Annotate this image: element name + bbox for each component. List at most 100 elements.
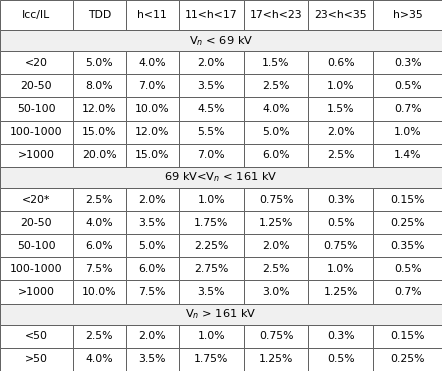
Text: 3.5%: 3.5% [198, 81, 225, 91]
Bar [0, 51, 72, 74]
Bar [0, 121, 72, 144]
Text: 7.5%: 7.5% [85, 264, 113, 274]
Text: 0.75%: 0.75% [259, 194, 293, 204]
Bar [309, 234, 373, 257]
Text: 6.0%: 6.0% [138, 264, 166, 274]
Bar [179, 257, 244, 280]
Bar [309, 211, 373, 234]
Bar [373, 98, 442, 121]
Text: 4.0%: 4.0% [85, 218, 113, 228]
Bar [179, 211, 244, 234]
Bar [179, 144, 244, 167]
Bar [126, 211, 179, 234]
Text: 0.6%: 0.6% [327, 58, 354, 68]
Bar [309, 325, 373, 348]
Text: 1.4%: 1.4% [394, 150, 421, 160]
Text: 1.5%: 1.5% [327, 104, 354, 114]
Bar [373, 188, 442, 211]
Bar [0, 303, 442, 325]
Text: 2.5%: 2.5% [262, 81, 290, 91]
Text: 2.75%: 2.75% [194, 264, 229, 274]
Bar [179, 0, 244, 30]
Bar [126, 74, 179, 98]
Text: 1.0%: 1.0% [198, 194, 225, 204]
Text: 0.25%: 0.25% [390, 218, 425, 228]
Text: 1.75%: 1.75% [194, 218, 229, 228]
Text: 15.0%: 15.0% [135, 150, 169, 160]
Bar [72, 144, 126, 167]
Bar [72, 51, 126, 74]
Bar [309, 257, 373, 280]
Text: 2.25%: 2.25% [194, 241, 229, 251]
Text: 4.5%: 4.5% [198, 104, 225, 114]
Bar [126, 0, 179, 30]
Text: 50-100: 50-100 [17, 104, 56, 114]
Text: 10.0%: 10.0% [82, 287, 117, 297]
Text: 11<h<17: 11<h<17 [185, 10, 237, 20]
Bar [244, 280, 309, 303]
Bar [309, 188, 373, 211]
Text: 5.0%: 5.0% [138, 241, 166, 251]
Text: 2.5%: 2.5% [85, 331, 113, 341]
Text: 2.0%: 2.0% [262, 241, 290, 251]
Bar [373, 348, 442, 371]
Bar [244, 211, 309, 234]
Bar [0, 211, 72, 234]
Bar [179, 98, 244, 121]
Text: 1.75%: 1.75% [194, 354, 229, 364]
Text: >50: >50 [25, 354, 48, 364]
Bar [72, 348, 126, 371]
Text: 3.5%: 3.5% [198, 287, 225, 297]
Bar [373, 211, 442, 234]
Text: 2.0%: 2.0% [327, 127, 354, 137]
Text: >1000: >1000 [18, 150, 55, 160]
Text: 1.0%: 1.0% [327, 264, 354, 274]
Text: 100-1000: 100-1000 [10, 264, 63, 274]
Text: 20.0%: 20.0% [82, 150, 117, 160]
Text: V$_n$ < 69 kV: V$_n$ < 69 kV [189, 34, 253, 47]
Bar [244, 257, 309, 280]
Bar [309, 280, 373, 303]
Bar [72, 280, 126, 303]
Text: 0.5%: 0.5% [327, 218, 354, 228]
Bar [72, 325, 126, 348]
Bar [72, 74, 126, 98]
Bar [373, 0, 442, 30]
Text: 0.15%: 0.15% [390, 194, 425, 204]
Bar [309, 0, 373, 30]
Text: 4.0%: 4.0% [85, 354, 113, 364]
Text: 7.0%: 7.0% [198, 150, 225, 160]
Text: >1000: >1000 [18, 287, 55, 297]
Bar [0, 144, 72, 167]
Bar [244, 51, 309, 74]
Bar [309, 144, 373, 167]
Text: 1.5%: 1.5% [262, 58, 290, 68]
Bar [309, 51, 373, 74]
Text: 0.15%: 0.15% [390, 331, 425, 341]
Bar [179, 51, 244, 74]
Bar [309, 74, 373, 98]
Text: 1.0%: 1.0% [327, 81, 354, 91]
Text: 6.0%: 6.0% [262, 150, 290, 160]
Bar [72, 234, 126, 257]
Bar [0, 74, 72, 98]
Text: 20-50: 20-50 [20, 81, 52, 91]
Bar [244, 188, 309, 211]
Bar [179, 74, 244, 98]
Bar [0, 348, 72, 371]
Text: 0.75%: 0.75% [259, 331, 293, 341]
Text: 5.0%: 5.0% [262, 127, 290, 137]
Text: 12.0%: 12.0% [135, 127, 169, 137]
Bar [179, 348, 244, 371]
Bar [373, 121, 442, 144]
Text: 0.3%: 0.3% [394, 58, 421, 68]
Bar [0, 280, 72, 303]
Bar [126, 121, 179, 144]
Bar [373, 144, 442, 167]
Bar [126, 144, 179, 167]
Bar [373, 325, 442, 348]
Bar [244, 325, 309, 348]
Bar [309, 348, 373, 371]
Bar [244, 74, 309, 98]
Bar [72, 257, 126, 280]
